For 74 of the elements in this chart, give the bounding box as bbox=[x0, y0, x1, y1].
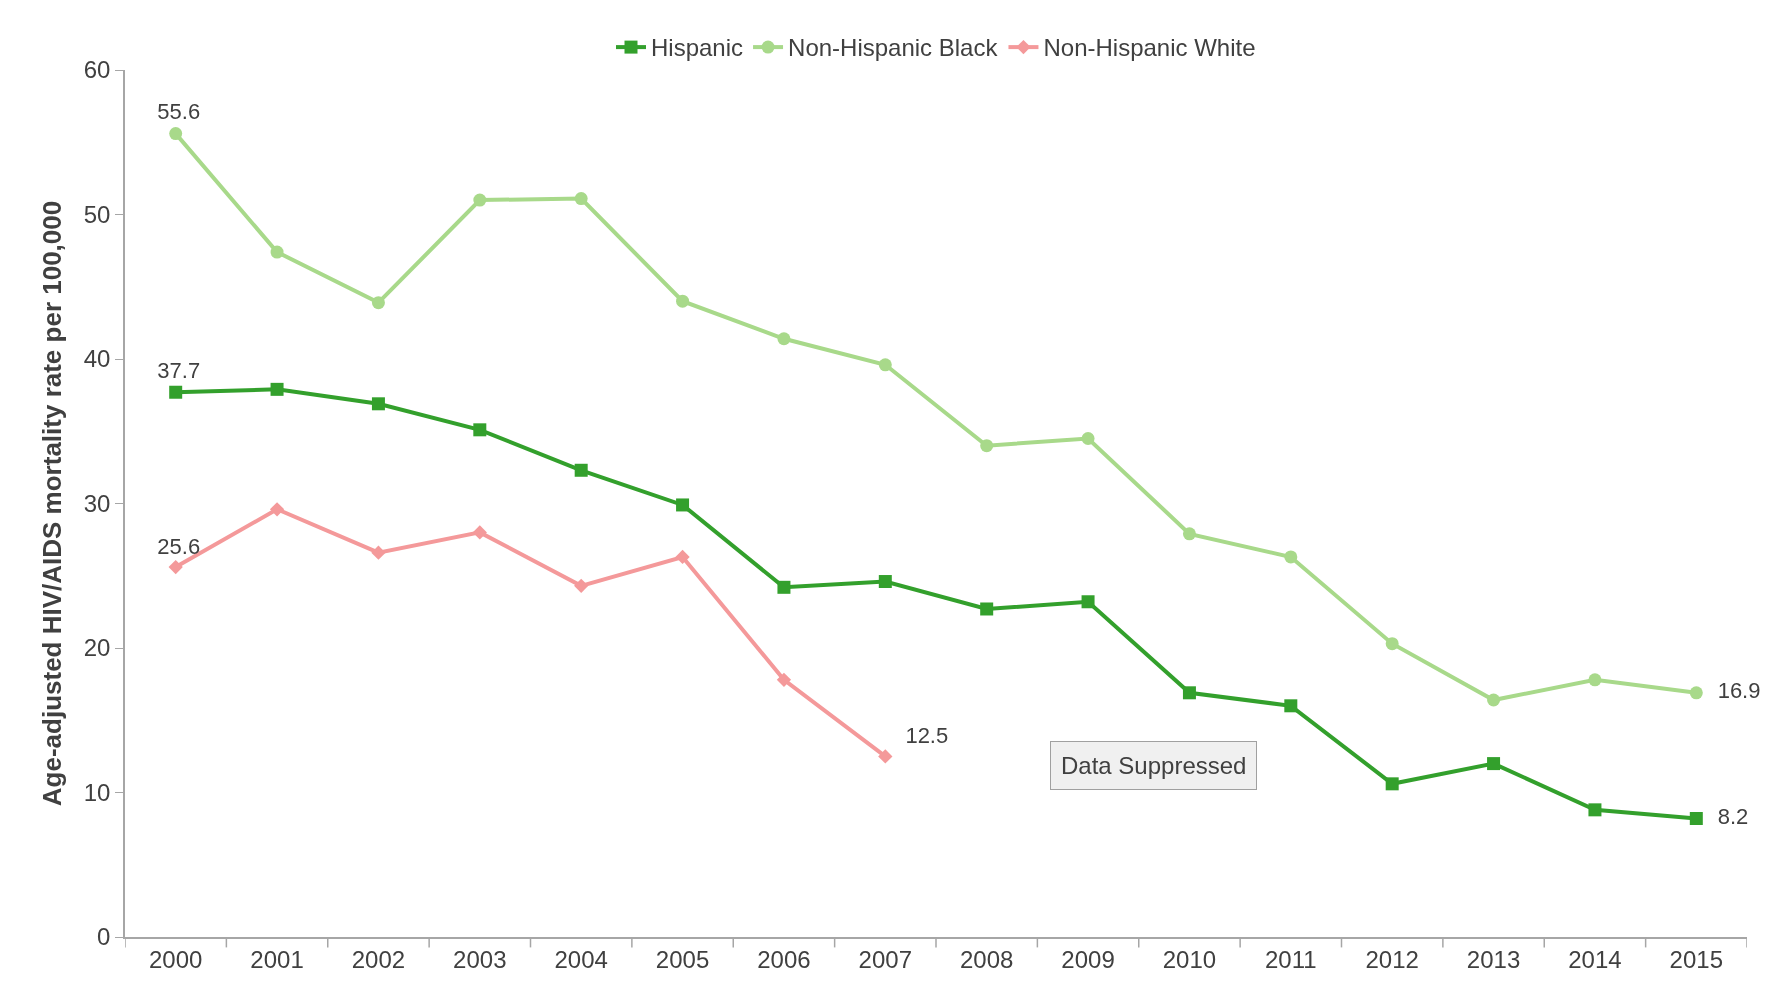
point bbox=[1081, 595, 1095, 609]
x-tick-label: 2005 bbox=[655, 945, 710, 973]
x-tick-label: 2006 bbox=[757, 945, 811, 973]
data-label: 16.9 bbox=[1705, 678, 1767, 704]
point bbox=[676, 498, 690, 512]
point bbox=[473, 423, 487, 437]
point bbox=[777, 580, 791, 594]
x-tick-label: 2009 bbox=[1061, 945, 1115, 973]
point bbox=[168, 559, 183, 575]
point bbox=[1487, 693, 1501, 707]
point bbox=[371, 397, 385, 411]
point bbox=[473, 193, 487, 207]
x-tick-label: 2007 bbox=[858, 945, 913, 973]
point bbox=[269, 502, 285, 517]
data-label: 37.7 bbox=[145, 357, 207, 383]
point bbox=[675, 549, 690, 565]
point bbox=[1689, 812, 1703, 826]
point bbox=[1487, 757, 1501, 771]
data-label: 8.2 bbox=[1705, 804, 1755, 830]
data-label: 25.6 bbox=[145, 533, 207, 559]
point bbox=[878, 358, 892, 372]
y-tick-label: 10 bbox=[83, 778, 111, 806]
x-tick-label: 2000 bbox=[148, 945, 203, 973]
legend-label: Hispanic bbox=[651, 34, 744, 62]
point bbox=[980, 439, 994, 453]
point bbox=[574, 463, 588, 477]
x-tick-label: 2002 bbox=[351, 945, 406, 973]
point bbox=[1588, 803, 1602, 817]
x-tick-label: 2012 bbox=[1365, 945, 1419, 973]
point bbox=[472, 525, 487, 540]
point bbox=[169, 127, 183, 141]
point bbox=[1385, 637, 1399, 651]
point bbox=[1182, 686, 1196, 700]
x-tick-label: 2003 bbox=[453, 945, 507, 973]
point bbox=[1385, 777, 1399, 791]
point bbox=[371, 296, 385, 310]
point bbox=[878, 749, 893, 764]
x-tick-label: 2010 bbox=[1162, 945, 1217, 973]
y-tick-label: 20 bbox=[83, 634, 111, 662]
x-tick-label: 2004 bbox=[554, 945, 608, 973]
y-tick-label: 60 bbox=[83, 56, 111, 84]
y-tick-label: 30 bbox=[83, 489, 111, 517]
point bbox=[1284, 550, 1298, 564]
point bbox=[878, 575, 892, 589]
point bbox=[169, 385, 183, 399]
data-label: 12.5 bbox=[893, 723, 955, 749]
point bbox=[371, 545, 386, 560]
point bbox=[1081, 431, 1095, 445]
x-tick-label: 2015 bbox=[1669, 945, 1724, 973]
x-tick-label: 2014 bbox=[1568, 945, 1622, 973]
point bbox=[1284, 699, 1298, 713]
x-tick-label: 2011 bbox=[1265, 945, 1317, 973]
point bbox=[574, 192, 588, 206]
x-tick-label: 2013 bbox=[1466, 945, 1521, 973]
legend-label: Non-Hispanic White bbox=[1043, 34, 1256, 62]
point bbox=[270, 382, 284, 396]
legend-label: Non-Hispanic Black bbox=[788, 34, 999, 62]
point bbox=[1588, 673, 1602, 687]
point bbox=[1689, 686, 1703, 700]
y-tick-label: 50 bbox=[83, 200, 111, 228]
y-tick-label: 40 bbox=[83, 345, 111, 373]
point bbox=[776, 672, 792, 687]
point bbox=[1182, 527, 1196, 541]
point bbox=[777, 332, 791, 346]
x-tick-label: 2001 bbox=[250, 945, 304, 973]
point bbox=[676, 294, 690, 308]
point bbox=[574, 578, 589, 594]
x-tick-label: 2008 bbox=[959, 945, 1014, 973]
y-tick-label: 0 bbox=[97, 923, 111, 951]
annotation: Data Suppressed bbox=[1061, 752, 1247, 779]
data-label: 55.6 bbox=[145, 98, 207, 124]
y-axis-title: Age-adjusted HIV/AIDS mortality rate per 100,000 bbox=[36, 200, 67, 807]
point bbox=[980, 602, 994, 616]
point bbox=[270, 245, 284, 259]
